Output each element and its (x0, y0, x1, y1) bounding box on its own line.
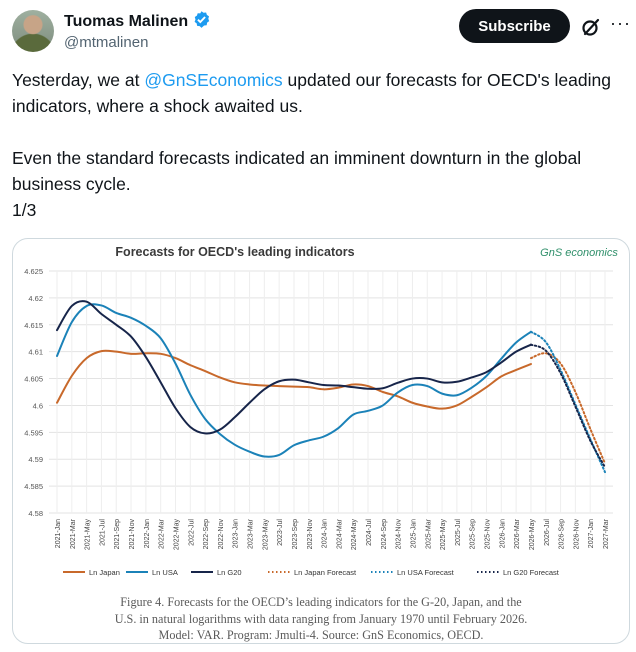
x-tick-label: 2026-Jul (544, 519, 551, 546)
series-line-ln-g20 (56, 300, 532, 435)
tweet-paragraph-2: Even the standard forecasts indicated an… (12, 148, 582, 194)
y-tick-label: 4.595 (24, 428, 43, 437)
x-tick-label: 2025-Sep (470, 519, 477, 549)
x-tick-label: 2026-Mar (514, 518, 521, 549)
thread-counter: 1/3 (12, 200, 37, 220)
y-tick-label: 4.59 (28, 455, 43, 464)
x-tick-label: 2026-Sep (559, 519, 566, 549)
series-line-ln-japan (56, 349, 532, 410)
chart-title: Forecasts for OECD's leading indicators (115, 245, 354, 259)
legend-label: Ln USA Forecast (397, 568, 455, 577)
series-line-ln-g20-forecast (529, 343, 606, 469)
x-tick-label: 2022-Mar (159, 518, 166, 549)
y-tick-label: 4.585 (24, 482, 43, 491)
author-name[interactable]: Tuomas Malinen (64, 10, 211, 31)
more-options-button[interactable]: ··· (610, 13, 631, 33)
legend-label: Ln Japan (89, 568, 120, 577)
x-tick-label: 2024-Nov (396, 519, 403, 550)
x-tick-label: 2024-Sep (381, 519, 388, 549)
series-line-ln-japan-forecast (529, 352, 606, 465)
x-tick-label: 2022-Nov (218, 519, 225, 550)
x-tick-label: 2023-Mar (248, 518, 255, 549)
x-tick-label: 2022-Jul (188, 519, 195, 546)
x-tick-label: 2024-Jul (366, 519, 373, 546)
x-tick-label: 2021-May (85, 519, 92, 551)
x-tick-label: 2023-Jan (233, 519, 240, 548)
gns-logo: GnS economics (540, 247, 618, 259)
x-tick-label: 2022-May (173, 519, 180, 551)
x-tick-label: 2023-Jul (277, 519, 284, 546)
x-tick-label: 2025-Nov (485, 519, 492, 550)
x-tick-label: 2024-Mar (336, 518, 343, 549)
chart: Forecasts for OECD's leading indicators G… (24, 245, 618, 577)
y-tick-label: 4.62 (28, 294, 43, 303)
legend-label: Ln USA (152, 568, 178, 577)
figure-caption: Figure 4. Forecasts for the OECD’s leadi… (13, 594, 629, 643)
mention-link[interactable]: @GnSEconomics (144, 70, 283, 90)
x-tick-label: 2027-Jan (588, 519, 595, 548)
legend-label: Ln G20 Forecast (503, 568, 560, 577)
legend-label: Ln Japan Forecast (294, 568, 357, 577)
avatar[interactable] (12, 10, 54, 52)
caption-line: U.S. in natural logarithms with data ran… (114, 611, 528, 626)
caption-line: Model: VAR. Program: Jmulti-4. Source: G… (158, 628, 484, 642)
verified-badge-icon (194, 11, 210, 28)
series-line-ln-usa-forecast (529, 330, 606, 474)
x-tick-label: 2023-Sep (292, 519, 299, 549)
tweet-media-image[interactable]: Forecasts for OECD's leading indicators G… (12, 238, 630, 644)
x-tick-label: 2025-Mar (425, 518, 432, 549)
y-tick-label: 4.58 (28, 509, 43, 518)
x-tick-label: 2025-May (440, 519, 447, 551)
x-tick-label: 2025-Jul (455, 519, 462, 546)
x-tick-label: 2021-Jan (55, 519, 62, 548)
x-tick-label: 2022-Sep (203, 519, 210, 549)
legend-label: Ln G20 (217, 568, 242, 577)
caption-line: Figure 4. Forecasts for the OECD’s leadi… (120, 595, 522, 609)
x-tick-label: 2023-May (262, 519, 269, 551)
y-tick-label: 4.605 (24, 375, 43, 384)
grok-icon[interactable] (579, 15, 603, 39)
y-tick-label: 4.625 (24, 267, 43, 276)
x-tick-label: 2026-May (529, 519, 536, 551)
y-tick-label: 4.615 (24, 321, 43, 330)
subscribe-button[interactable]: Subscribe (459, 9, 570, 43)
x-tick-label: 2027-Mar (603, 518, 610, 549)
x-tick-label: 2024-Jan (322, 519, 329, 548)
x-tick-label: 2026-Jan (499, 519, 506, 548)
x-tick-label: 2023-Nov (307, 519, 314, 550)
x-tick-label: 2022-Jan (144, 519, 151, 548)
x-tick-label: 2021-Nov (129, 519, 136, 550)
x-tick-label: 2024-May (351, 519, 358, 551)
x-tick-label: 2021-Sep (114, 519, 121, 549)
x-tick-label: 2021-Mar (70, 518, 77, 549)
author-handle[interactable]: @mtmalinen (64, 34, 149, 51)
tweet-text: Yesterday, we at @GnSEconomics updated o… (12, 67, 618, 223)
x-tick-label: 2025-Jan (410, 519, 417, 548)
x-tick-label: 2021-Jul (99, 519, 106, 546)
x-tick-label: 2026-Nov (573, 519, 580, 550)
series-line-ln-usa (56, 303, 532, 458)
y-tick-label: 4.61 (28, 348, 43, 357)
y-tick-label: 4.6 (33, 401, 43, 410)
